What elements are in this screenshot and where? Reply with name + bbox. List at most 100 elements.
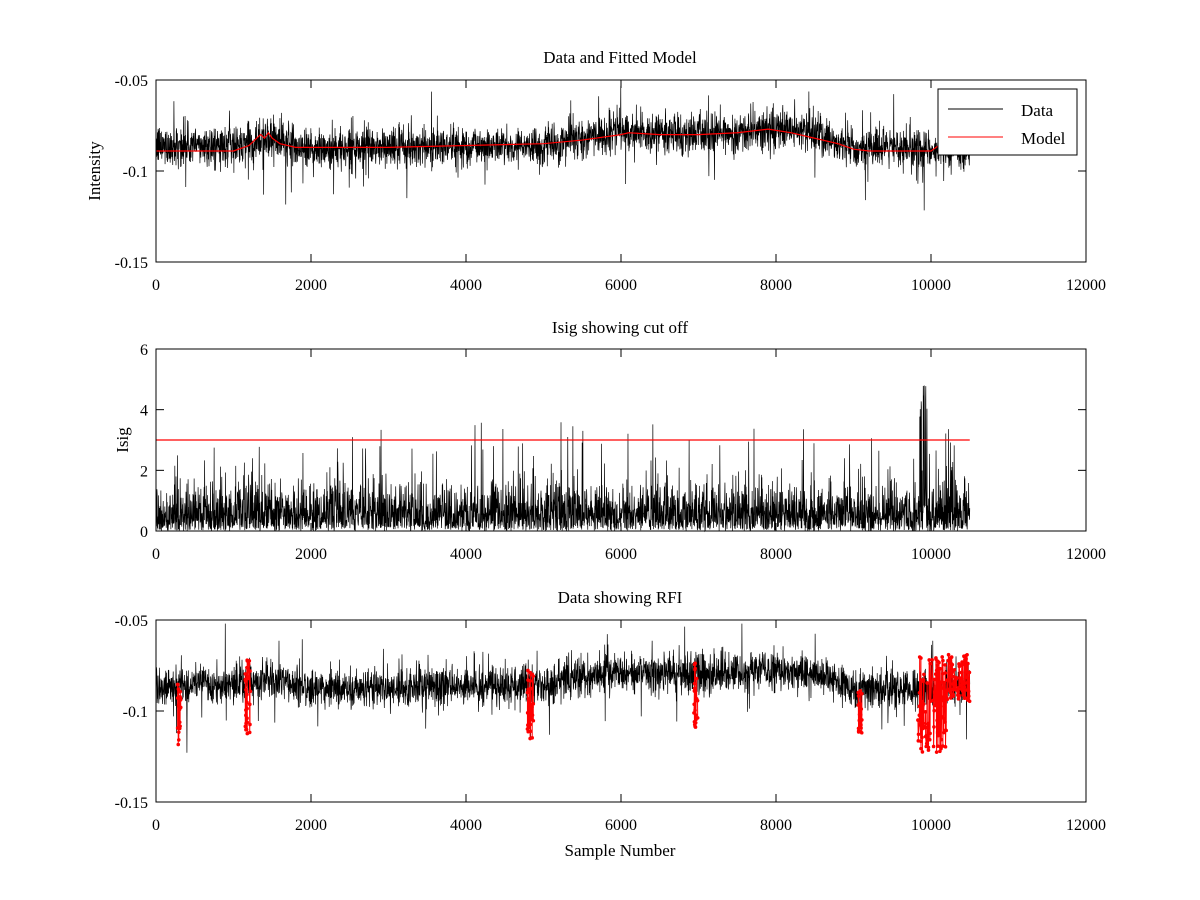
rfi-point: [959, 670, 964, 675]
rfi-point: [967, 670, 972, 675]
rfi-point: [938, 680, 943, 684]
rfi-point: [246, 676, 250, 681]
rfi-point: [920, 750, 925, 754]
rfi-point: [927, 737, 932, 742]
rfi-point: [923, 709, 928, 714]
rfi-point: [528, 679, 533, 683]
rfi-point: [942, 716, 946, 721]
panel3-xtick-label: 0: [152, 817, 160, 834]
rfi-point: [243, 679, 248, 683]
rfi-point: [531, 702, 536, 706]
rfi-point: [928, 731, 932, 736]
rfi-point: [176, 730, 181, 734]
rfi-point: [941, 658, 945, 663]
panel3-xlabel: Sample Number: [565, 841, 676, 860]
panel2-ytick-label: 6: [140, 342, 148, 359]
panel1-xtick-label: 10000: [911, 277, 951, 294]
panel3-yticks: -0.05 -0.1 -0.15: [115, 613, 1086, 812]
panel3-ytick-label: -0.1: [123, 704, 148, 721]
panel1-xtick-label: 4000: [450, 277, 482, 294]
rfi-point: [925, 681, 929, 685]
rfi-point: [930, 658, 934, 662]
rfi-point: [937, 733, 941, 737]
panel3-ytick-label: -0.05: [115, 613, 148, 630]
rfi-point: [248, 722, 252, 727]
panel3-xticks: 0 2000 4000 6000 8000 10000 12000: [152, 620, 1106, 834]
rfi-point: [928, 661, 932, 666]
rfi-point: [959, 676, 964, 681]
rfi-point: [858, 702, 863, 707]
panel-data-and-model: Data and Fitted Model 0 2000 4000 6000 8000 1…: [85, 48, 1106, 294]
rfi-point: [936, 744, 940, 748]
rfi-point: [954, 676, 959, 681]
panel1-ytick-label: -0.05: [115, 73, 148, 90]
rfi-point: [922, 672, 926, 677]
rfi-point: [859, 707, 864, 711]
panel1-xtick-label: 8000: [760, 277, 792, 294]
rfi-point: [923, 725, 928, 730]
panel2-yticks: 0 2 4 6: [140, 342, 1086, 541]
panel1-series-data: [155, 85, 971, 211]
rfi-point: [916, 732, 921, 737]
rfi-point: [245, 665, 249, 670]
rfi-point: [932, 708, 936, 713]
rfi-point: [938, 710, 942, 715]
rfi-cluster-line: [244, 660, 251, 734]
rfi-point: [921, 721, 926, 726]
rfi-point: [693, 725, 698, 729]
rfi-point: [248, 702, 252, 707]
rfi-point: [693, 666, 697, 671]
rfi-point: [178, 705, 183, 710]
panel1-ylabel: Intensity: [85, 141, 104, 201]
panel3-series-rfi: [175, 652, 972, 754]
rfi-point: [957, 693, 961, 698]
panel1-yticks: -0.05 -0.1 -0.15: [115, 73, 1086, 272]
rfi-point: [964, 657, 968, 661]
panel2-xtick-label: 12000: [1066, 546, 1106, 563]
panel1-ytick-label: -0.1: [123, 164, 148, 181]
rfi-point: [943, 671, 948, 675]
rfi-point: [243, 724, 248, 729]
panel2-xtick-label: 4000: [450, 546, 482, 563]
rfi-point: [248, 689, 253, 694]
rfi-point: [916, 718, 920, 722]
rfi-point: [939, 746, 943, 751]
rfi-point: [248, 669, 252, 673]
rfi-point: [938, 704, 943, 709]
rfi-point: [694, 676, 699, 681]
rfi-point: [943, 745, 948, 749]
panel3-xtick-label: 12000: [1066, 817, 1106, 834]
rfi-point: [943, 663, 947, 667]
rfi-point: [952, 679, 957, 684]
rfi-point: [951, 674, 955, 679]
rfi-point: [919, 739, 923, 744]
rfi-point: [962, 682, 966, 686]
rfi-point: [938, 666, 942, 671]
panel3-xtick-label: 10000: [911, 817, 951, 834]
rfi-point: [933, 672, 938, 676]
rfi-point: [942, 694, 947, 699]
panel3-xtick-label: 4000: [450, 817, 482, 834]
legend-box: [937, 88, 1078, 156]
rfi-point: [860, 718, 864, 722]
rfi-point: [932, 725, 936, 729]
panel2-series-isig: [155, 385, 971, 533]
panel2-ytick-label: 2: [140, 463, 148, 480]
rfi-point: [247, 730, 252, 735]
panel1-data-line: [155, 85, 971, 211]
rfi-point: [962, 685, 967, 689]
rfi-point: [245, 706, 249, 711]
rfi-point: [921, 678, 926, 682]
rfi-point: [939, 686, 944, 690]
rfi-point: [526, 697, 531, 701]
rfi-point: [953, 683, 958, 687]
rfi-point: [939, 737, 944, 742]
panel3-ytick-label: -0.15: [115, 795, 148, 812]
rfi-point: [946, 652, 951, 657]
rfi-point: [940, 655, 945, 659]
panel1-xtick-label: 2000: [295, 277, 327, 294]
rfi-point: [244, 687, 248, 692]
legend-label-data: Data: [1021, 101, 1054, 120]
rfi-point: [920, 735, 924, 740]
rfi-point: [526, 668, 530, 673]
